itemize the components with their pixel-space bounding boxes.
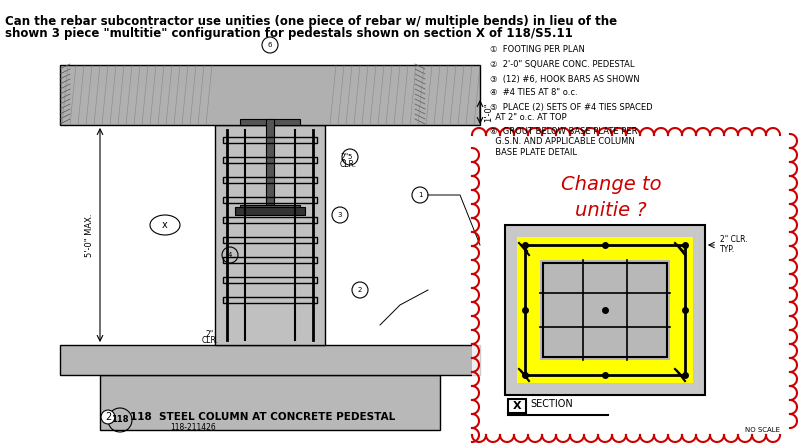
Bar: [583, 327, 626, 360]
Text: ④  #4 TIES AT 8" o.c.: ④ #4 TIES AT 8" o.c.: [490, 88, 578, 97]
Bar: [583, 260, 626, 293]
Text: 2": 2": [206, 330, 214, 339]
Bar: [223, 297, 317, 303]
Text: Can the rebar subcontractor use unities (one piece of rebar w/ multiple bends) i: Can the rebar subcontractor use unities …: [5, 15, 617, 28]
Text: 2": 2": [340, 153, 348, 162]
Bar: [223, 137, 317, 143]
Bar: [525, 245, 685, 375]
Text: SECTION: SECTION: [530, 399, 573, 409]
Bar: [505, 225, 705, 395]
Text: ①  FOOTING PER PLAN: ① FOOTING PER PLAN: [490, 45, 585, 54]
Bar: [223, 237, 317, 243]
Text: CLR.: CLR.: [340, 160, 357, 169]
Text: ⑥  GROUT BELOW BASE PLATE PER
  G.S.N. AND APPLICABLE COLUMN
  BASE PLATE DETAIL: ⑥ GROUT BELOW BASE PLATE PER G.S.N. AND …: [490, 127, 638, 157]
Bar: [223, 197, 317, 203]
Text: Change to
unitie ?: Change to unitie ?: [561, 175, 662, 221]
Bar: [583, 293, 626, 327]
Text: ⑤  PLACE (2) SETS OF #4 TIES SPACED
  AT 2" o.c. AT TOP: ⑤ PLACE (2) SETS OF #4 TIES SPACED AT 2"…: [490, 103, 653, 122]
Bar: [508, 399, 526, 413]
Text: NO SCALE: NO SCALE: [745, 427, 780, 433]
Text: X: X: [513, 401, 522, 411]
Bar: [223, 257, 317, 263]
Bar: [223, 157, 317, 163]
Text: 2: 2: [105, 412, 111, 422]
Text: 2" CLR.: 2" CLR.: [720, 235, 748, 243]
Text: 1: 1: [418, 192, 422, 198]
Bar: [626, 260, 670, 293]
Bar: [543, 263, 667, 357]
Text: 4: 4: [228, 252, 232, 258]
Bar: [100, 375, 440, 430]
Text: CLR.: CLR.: [202, 336, 218, 345]
Bar: [266, 119, 274, 205]
Bar: [540, 293, 583, 327]
Text: x: x: [162, 220, 168, 230]
Bar: [223, 217, 317, 223]
Text: 118: 118: [111, 416, 129, 425]
Bar: [472, 135, 790, 435]
Bar: [626, 293, 670, 327]
Bar: [60, 345, 480, 375]
Text: 118  STEEL COLUMN AT CONCRETE PEDESTAL: 118 STEEL COLUMN AT CONCRETE PEDESTAL: [130, 412, 395, 422]
Bar: [240, 119, 300, 125]
Bar: [517, 237, 693, 383]
Text: 2: 2: [358, 287, 362, 293]
Text: 5'-0" MAX.: 5'-0" MAX.: [85, 213, 94, 257]
Bar: [540, 327, 583, 360]
Bar: [60, 65, 480, 125]
Text: 118-211426: 118-211426: [170, 422, 216, 432]
Bar: [626, 327, 670, 360]
Text: 6: 6: [268, 42, 272, 48]
Text: 5: 5: [348, 154, 352, 160]
Text: shown 3 piece "multitie" configuration for pedestals shown on section X of 118/S: shown 3 piece "multitie" configuration f…: [5, 27, 573, 40]
Text: ③  (12) #6, HOOK BARS AS SHOWN: ③ (12) #6, HOOK BARS AS SHOWN: [490, 75, 640, 84]
Bar: [223, 277, 317, 283]
Text: TYP.: TYP.: [720, 244, 735, 254]
Bar: [540, 260, 583, 293]
Text: 3: 3: [338, 212, 342, 218]
Bar: [240, 205, 300, 211]
Bar: [215, 125, 325, 345]
Text: 1'-0": 1'-0": [484, 102, 493, 122]
Bar: [223, 177, 317, 183]
Text: ②  2'-0" SQUARE CONC. PEDESTAL: ② 2'-0" SQUARE CONC. PEDESTAL: [490, 60, 634, 69]
Bar: [235, 207, 305, 215]
